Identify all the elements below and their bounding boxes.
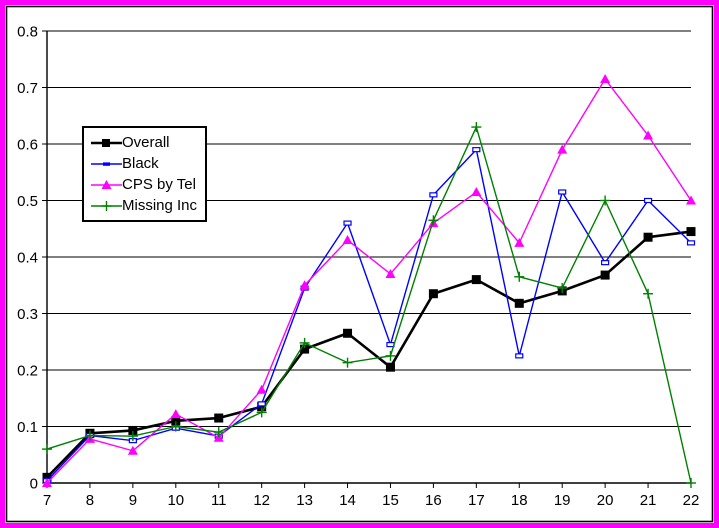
svg-text:0.8: 0.8 bbox=[17, 23, 38, 40]
black-line-marker-icon bbox=[91, 161, 122, 166]
svg-text:17: 17 bbox=[468, 492, 485, 509]
svg-text:0.3: 0.3 bbox=[17, 306, 38, 323]
svg-text:0.2: 0.2 bbox=[17, 362, 38, 379]
svg-text:0.6: 0.6 bbox=[17, 136, 38, 153]
svg-text:8: 8 bbox=[86, 492, 94, 509]
svg-text:10: 10 bbox=[167, 492, 184, 509]
svg-text:11: 11 bbox=[211, 492, 227, 509]
svg-text:9: 9 bbox=[129, 492, 137, 509]
y-axis-labels: 0 0.1 0.2 0.3 0.4 0.5 0.6 0.7 0.8 bbox=[17, 23, 38, 492]
svg-text:22: 22 bbox=[683, 492, 700, 509]
svg-text:12: 12 bbox=[253, 492, 270, 509]
series-overall bbox=[42, 227, 696, 482]
axes bbox=[46, 31, 691, 484]
svg-text:0.4: 0.4 bbox=[17, 249, 38, 266]
svg-text:20: 20 bbox=[597, 492, 614, 509]
legend-label-missing-inc: Missing Inc bbox=[122, 197, 198, 214]
svg-text:13: 13 bbox=[296, 492, 313, 509]
svg-text:19: 19 bbox=[554, 492, 571, 509]
legend-label-cps-by-tel: CPS by Tel bbox=[122, 176, 196, 193]
legend-item-missing-inc: Missing Inc bbox=[91, 195, 197, 216]
legend-label-black: Black bbox=[122, 155, 159, 172]
svg-text:15: 15 bbox=[382, 492, 399, 509]
x-axis-labels: 7 8 9 10 11 12 13 14 15 16 17 18 19 20 21 22 bbox=[43, 492, 700, 509]
cps-line-marker-icon bbox=[91, 179, 122, 189]
series-cps-by-tel bbox=[42, 74, 696, 487]
svg-text:0.5: 0.5 bbox=[17, 193, 38, 210]
y-axis-ticks bbox=[42, 30, 47, 484]
inner-border bbox=[5, 5, 714, 523]
svg-text:0.1: 0.1 bbox=[17, 419, 38, 436]
legend-item-overall: Overall bbox=[91, 132, 197, 153]
legend-label-overall: Overall bbox=[122, 134, 170, 151]
svg-text:21: 21 bbox=[640, 492, 657, 509]
legend: Overall Black CPS by Tel Missing Inc bbox=[82, 126, 208, 222]
overall-line-marker-icon bbox=[91, 138, 122, 147]
svg-text:0: 0 bbox=[30, 475, 38, 492]
series-missing-inc bbox=[42, 122, 696, 488]
svg-text:0.7: 0.7 bbox=[17, 80, 38, 97]
svg-text:18: 18 bbox=[511, 492, 528, 509]
legend-item-black: Black bbox=[91, 153, 197, 174]
legend-item-cps-by-tel: CPS by Tel bbox=[91, 174, 197, 195]
missing-line-marker-icon bbox=[91, 200, 122, 211]
svg-text:7: 7 bbox=[43, 492, 51, 509]
x-axis-ticks bbox=[46, 483, 692, 488]
svg-text:14: 14 bbox=[339, 492, 356, 509]
svg-text:16: 16 bbox=[425, 492, 442, 509]
